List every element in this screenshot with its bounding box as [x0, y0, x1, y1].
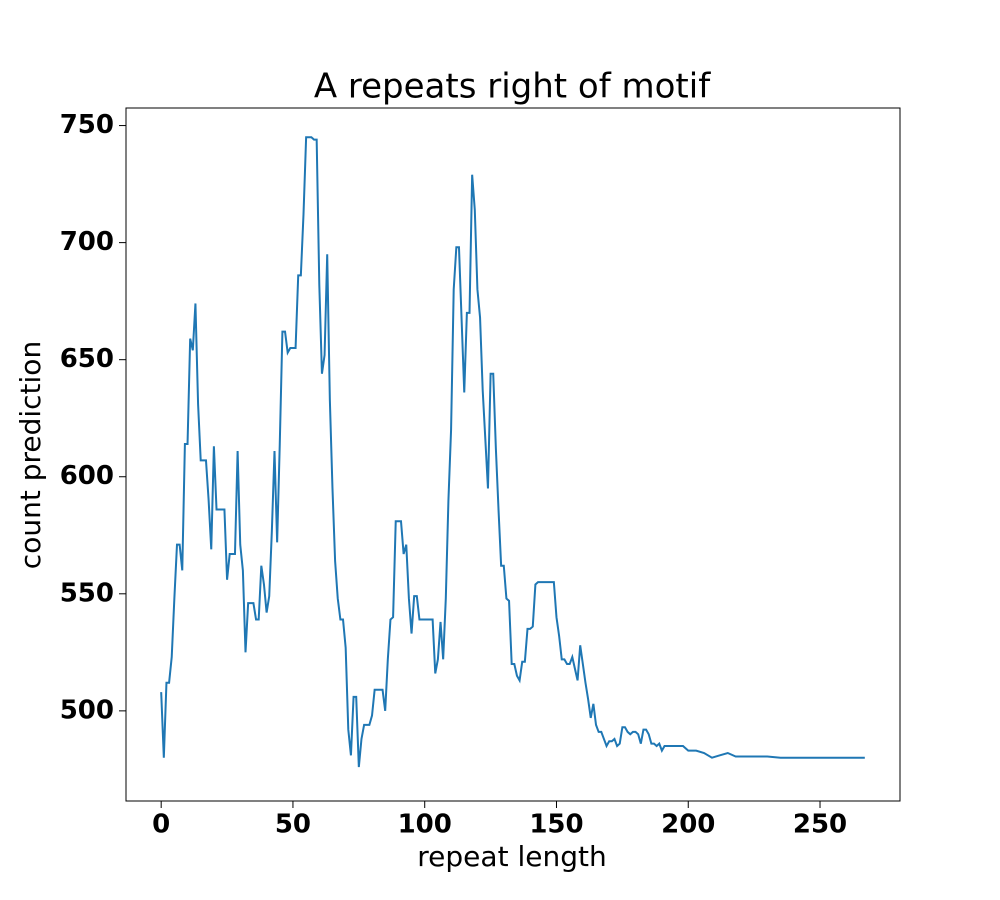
y-tick-label: 600 — [60, 461, 114, 491]
x-tick-label: 100 — [398, 810, 452, 840]
y-tick-label: 750 — [60, 110, 114, 140]
plot-frame — [125, 107, 901, 802]
y-axis-label: count prediction — [14, 341, 47, 569]
x-tick-label: 200 — [661, 810, 715, 840]
y-tick-label: 550 — [60, 578, 114, 608]
data-line — [160, 136, 865, 768]
x-tick-label: 50 — [275, 810, 311, 840]
x-axis-label: repeat length — [417, 840, 606, 873]
y-tick-label: 650 — [60, 344, 114, 374]
x-tick-label: 250 — [793, 810, 847, 840]
y-tick-label: 700 — [60, 227, 114, 257]
x-tick-label: 0 — [152, 810, 170, 840]
y-tick-label: 500 — [60, 695, 114, 725]
chart-title: A repeats right of motif — [314, 67, 711, 107]
x-tick-label: 150 — [529, 810, 583, 840]
